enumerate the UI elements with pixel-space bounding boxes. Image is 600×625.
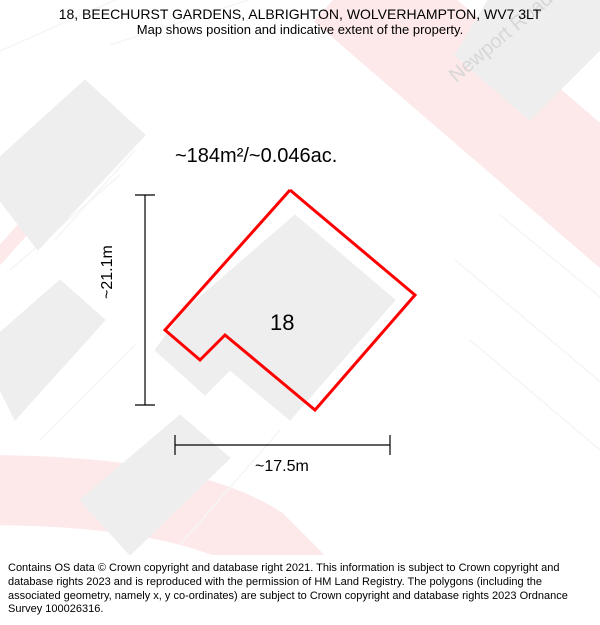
house-number-label: 18 [270,310,294,336]
dimension-vertical-label: ~21.1m [99,245,117,299]
dimension-horizontal-label: ~17.5m [255,458,309,476]
copyright-footer: Contains OS data © Crown copyright and d… [0,558,600,625]
area-label: ~184m²/~0.046ac. [175,145,337,168]
map-area: ~184m²/~0.046ac. 18 ~21.1m ~17.5m Newpor… [0,0,600,555]
page-title: 18, BEECHURST GARDENS, ALBRIGHTON, WOLVE… [10,6,590,22]
header: 18, BEECHURST GARDENS, ALBRIGHTON, WOLVE… [0,0,600,41]
page-subtitle: Map shows position and indicative extent… [10,22,590,37]
